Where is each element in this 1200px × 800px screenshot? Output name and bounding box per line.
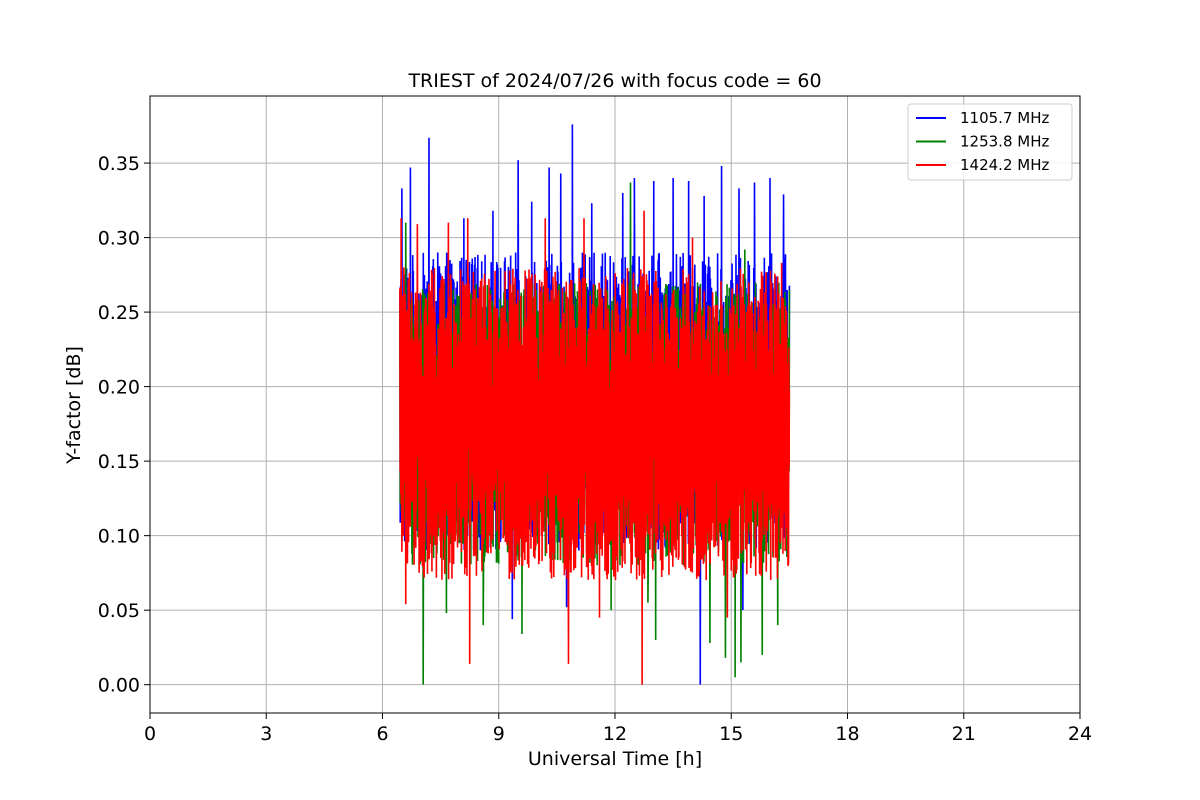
x-tick-label: 12 <box>603 723 627 745</box>
y-tick-label: 0.35 <box>98 153 140 175</box>
plot-series <box>399 124 791 685</box>
x-axis: 0 3 6 9 12 15 18 21 24 <box>144 713 1092 745</box>
x-tick-label: 24 <box>1068 723 1092 745</box>
x-tick-label: 0 <box>144 723 156 745</box>
x-tick-label: 3 <box>260 723 272 745</box>
legend-label: 1424.2 MHz <box>960 156 1049 174</box>
y-axis-label: Y-factor [dB] <box>63 346 85 465</box>
y-tick-label: 0.20 <box>98 377 140 399</box>
x-tick-label: 15 <box>719 723 743 745</box>
x-tick-label: 9 <box>493 723 505 745</box>
y-tick-label: 0.15 <box>98 451 140 473</box>
x-axis-label: Universal Time [h] <box>528 748 702 770</box>
legend: 1105.7 MHz 1253.8 MHz 1424.2 MHz <box>907 103 1073 181</box>
y-axis: 0.00 0.05 0.10 0.15 0.20 0.25 0.30 0.35 <box>98 153 150 697</box>
legend-label: 1253.8 MHz <box>960 133 1049 151</box>
x-tick-label: 21 <box>952 723 976 745</box>
y-tick-label: 0.10 <box>98 526 140 548</box>
y-tick-label: 0.30 <box>98 228 140 250</box>
x-tick-label: 18 <box>835 723 859 745</box>
x-tick-label: 6 <box>376 723 388 745</box>
y-tick-label: 0.00 <box>98 675 140 697</box>
series-line-3 <box>399 210 791 685</box>
legend-label: 1105.7 MHz <box>960 109 1049 127</box>
chart-title: TRIEST of 2024/07/26 with focus code = 6… <box>407 70 821 92</box>
y-tick-label: 0.05 <box>98 600 140 622</box>
legend-box <box>907 103 1073 181</box>
y-tick-label: 0.25 <box>98 302 140 324</box>
